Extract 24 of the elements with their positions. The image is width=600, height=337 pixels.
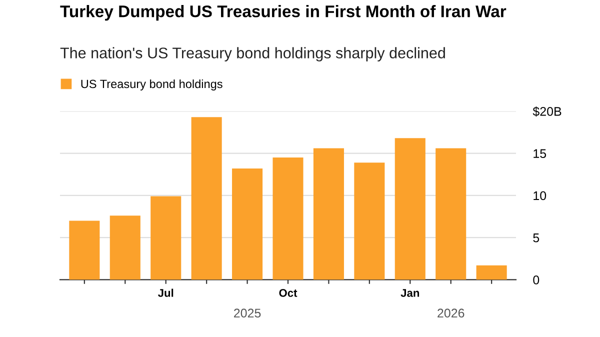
text: 2025 [234, 308, 261, 318]
legend-label: US Treasury bond holdings [81, 79, 222, 90]
x-tick-label: Jan [400, 289, 420, 297]
bar [69, 220, 100, 280]
x-tick-label: Oct [279, 289, 298, 297]
bar [110, 216, 140, 280]
bar [394, 138, 426, 280]
chart-subtitle: The nation's US Treasury bond holdings sharply declined [60, 47, 445, 62]
y-tick-label: 15 [534, 149, 546, 158]
bar [272, 158, 304, 280]
y-tick-label: 10 [534, 191, 546, 200]
bar [191, 117, 222, 280]
chart-title: Turkey Dumped US Treasuries in First Month of Iran War [60, 5, 506, 21]
bar [313, 148, 344, 280]
text: 2026 [438, 308, 464, 318]
bar [354, 162, 385, 280]
y-tick-label: 5 [533, 234, 540, 242]
bar [150, 196, 182, 280]
y-tick-label: $20B [532, 106, 562, 117]
bar [476, 265, 507, 280]
bar [232, 168, 263, 280]
x-tick-label: Jul [158, 288, 174, 297]
bar [436, 148, 466, 280]
y-tick-label: 0 [533, 276, 540, 284]
